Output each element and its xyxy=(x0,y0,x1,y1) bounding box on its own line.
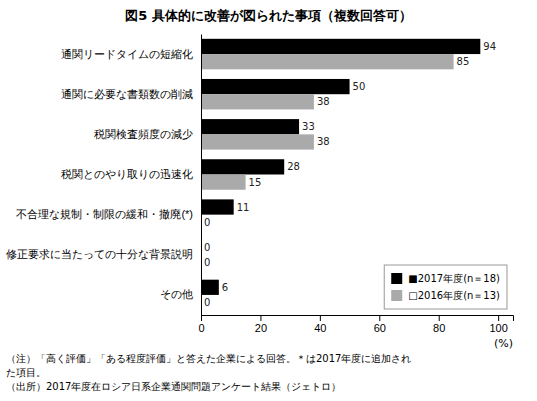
legend-swatch xyxy=(391,290,402,301)
data-label: 38 xyxy=(317,96,330,107)
data-label: 0 xyxy=(204,257,210,268)
note: た項目。 xyxy=(6,367,46,378)
x-axis-line xyxy=(202,316,514,322)
category-label: 税関とのやり取りの迅速化 xyxy=(61,168,193,180)
bar xyxy=(201,39,480,54)
legend-item: ■2017年度(n＝18) xyxy=(391,273,500,284)
category-label: 通関リードタイムの短縮化 xyxy=(61,48,193,60)
y-axis-line xyxy=(201,35,202,316)
x-tick: 40 xyxy=(314,315,326,334)
x-tick-mark xyxy=(379,315,380,321)
data-label: 28 xyxy=(287,161,300,172)
bar xyxy=(201,54,454,69)
y-tick: 修正要求に当たっての十分な背景説明 xyxy=(6,248,201,260)
x-tick-label: 80 xyxy=(433,322,445,334)
chart: 図5 具体的に改善が図られた事項（複数回答可） 94 50 33 28 11 0 6 85 38 3… xyxy=(0,0,537,401)
category-label: 税関検査頻度の減少 xyxy=(94,128,193,140)
bar xyxy=(201,280,219,295)
y-tick: 税関とのやり取りの迅速化 xyxy=(61,168,201,180)
category-label: 通関に必要な書類数の削減 xyxy=(61,88,193,100)
bar xyxy=(201,199,234,214)
x-tick-label: 20 xyxy=(255,322,267,334)
x-tick: 0 xyxy=(198,315,204,334)
data-label: 0 xyxy=(204,242,210,253)
x-tick-label: 40 xyxy=(314,322,326,334)
bar xyxy=(201,175,246,190)
x-tick: 20 xyxy=(255,315,267,334)
bar xyxy=(201,79,350,94)
x-tick-mark xyxy=(439,315,440,321)
bars xyxy=(201,39,480,295)
x-tick: 80 xyxy=(433,315,445,334)
x-tick-mark xyxy=(201,315,202,321)
data-label: 50 xyxy=(353,81,366,92)
bar xyxy=(201,159,284,174)
bar xyxy=(201,119,299,134)
category-label: 不合理な規制・制限の緩和・撤廃(*) xyxy=(16,208,193,220)
x-tick: 60 xyxy=(374,315,386,334)
bar xyxy=(201,94,314,109)
data-label: 11 xyxy=(237,202,250,213)
x-axis: 0 20 40 60 80 100 xyxy=(198,315,513,334)
category-label: 修正要求に当たっての十分な背景説明 xyxy=(6,248,193,260)
data-label: 38 xyxy=(317,136,330,147)
x-tick-mark xyxy=(260,315,261,321)
x-tick-mark xyxy=(320,315,321,321)
data-label: 33 xyxy=(302,121,315,132)
data-label: 6 xyxy=(222,282,228,293)
legend: ■2017年度(n＝18) □2016年度(n＝13) xyxy=(384,265,507,309)
legend-swatch xyxy=(391,273,402,284)
category-label: その他 xyxy=(160,288,193,300)
x-tick: 100 xyxy=(489,315,507,334)
notes: （注）「高く評価」「ある程度評価」と答えた企業による回答。＊は2017年度に追加… xyxy=(6,353,411,392)
x-tick-label: 0 xyxy=(198,322,204,334)
plot-area: 94 50 33 28 11 0 6 85 38 38 15 0 0 0 0 20 40 60 80 100 通関リード… xyxy=(6,35,514,351)
data-label: 0 xyxy=(204,297,210,308)
data-label: 0 xyxy=(204,217,210,228)
x-axis-label: (%) xyxy=(494,337,513,350)
legend-label: ■2017年度(n＝18) xyxy=(408,273,500,284)
y-tick: その他 xyxy=(160,288,201,300)
y-tick: 通関に必要な書類数の削減 xyxy=(61,88,201,100)
x-tick-mark xyxy=(498,315,499,321)
y-tick: 不合理な規制・制限の緩和・撤廃(*) xyxy=(16,208,201,220)
legend-label: □2016年度(n＝13) xyxy=(408,290,500,301)
data-label: 85 xyxy=(457,56,470,67)
x-tick-label: 60 xyxy=(374,322,386,334)
legend-item: □2016年度(n＝13) xyxy=(391,290,500,301)
note: （出所）2017年度在ロシア日系企業通関問題アンケート結果（ジェトロ） xyxy=(6,381,341,392)
legend-frame xyxy=(384,265,507,309)
data-label: 94 xyxy=(483,41,496,52)
title: 図5 具体的に改善が図られた事項（複数回答可） xyxy=(125,8,412,23)
y-tick: 通関リードタイムの短縮化 xyxy=(61,48,201,60)
y-axis: 通関リードタイムの短縮化通関に必要な書類数の削減税関検査頻度の減少税関とのやり取… xyxy=(6,35,202,316)
data-label: 15 xyxy=(249,177,262,188)
note: （注）「高く評価」「ある程度評価」と答えた企業による回答。＊は2017年度に追加… xyxy=(6,353,411,364)
bar xyxy=(201,134,314,149)
x-tick-label: 100 xyxy=(489,322,507,334)
y-tick: 税関検査頻度の減少 xyxy=(94,128,201,140)
